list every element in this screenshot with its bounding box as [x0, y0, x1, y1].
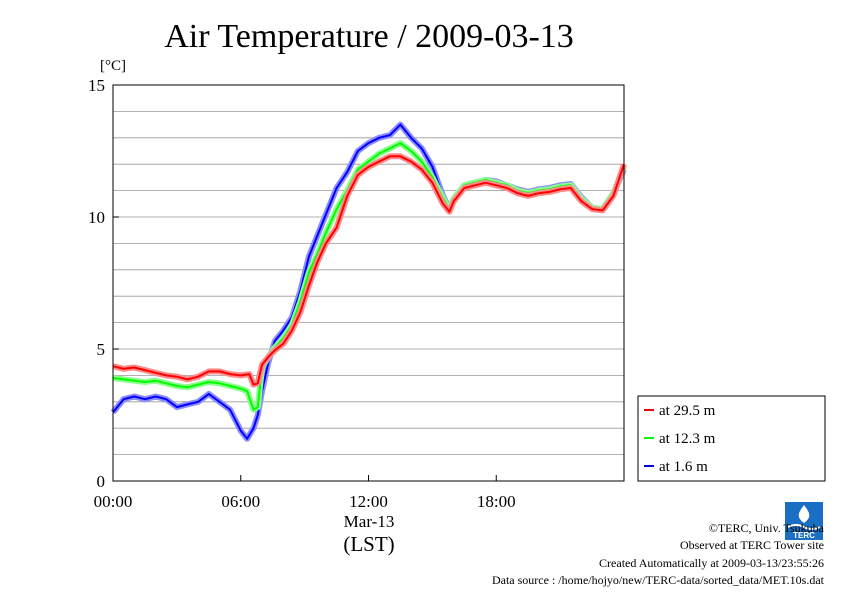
- series-line: [112, 142, 625, 411]
- x-tick-label: 06:00: [221, 492, 260, 511]
- site-text: Observed at TERC Tower site: [679, 538, 824, 552]
- y-tick-label: 5: [97, 340, 106, 359]
- series-band: [110, 121, 627, 442]
- data-source-text: Data source : /home/hojyo/new/TERC-data/…: [491, 573, 824, 587]
- x-axis-label: (LST): [343, 532, 394, 556]
- legend-label: at 29.5 m: [659, 403, 716, 419]
- series-band: [112, 140, 627, 413]
- legend: at 29.5 m at 12.3 m at 1.6 m: [637, 395, 826, 482]
- grid-lines: [113, 111, 624, 456]
- terc-logo: TERC: [784, 501, 824, 541]
- series-layer: [110, 121, 627, 442]
- legend-label: at 1.6 m: [659, 459, 708, 475]
- legend-label: at 12.3 m: [659, 431, 716, 447]
- y-axis: 0 5 10 15: [88, 76, 119, 491]
- y-unit-label: [°C]: [100, 58, 126, 74]
- y-tick-label: 10: [88, 208, 105, 227]
- x-date-label: Mar-13: [344, 512, 395, 531]
- x-tick-label: 00:00: [94, 492, 133, 511]
- logo-text: TERC: [793, 531, 815, 540]
- x-tick-label: 12:00: [349, 492, 388, 511]
- x-tick-label: 18:00: [477, 492, 516, 511]
- chart-title: Air Temperature / 2009-03-13: [164, 18, 574, 55]
- copyright-text: ©TERC, Univ. Tsukuba: [708, 521, 824, 535]
- legend-box: [637, 395, 826, 482]
- y-tick-label: 15: [88, 76, 105, 95]
- x-axis: 00:00 06:00 12:00 18:00: [94, 475, 516, 511]
- series-line: [112, 155, 625, 386]
- series-line: [112, 123, 625, 440]
- created-text: Created Automatically at 2009-03-13/23:5…: [599, 556, 824, 570]
- y-tick-label: 0: [97, 472, 106, 491]
